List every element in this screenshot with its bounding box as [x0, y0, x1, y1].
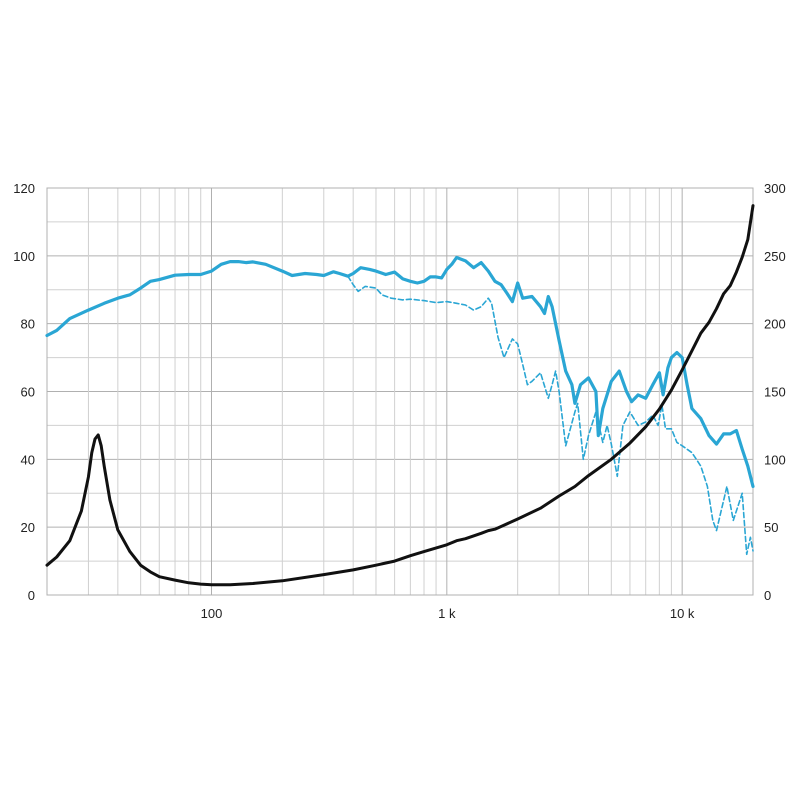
y-right-tick-label: 200: [764, 317, 786, 332]
y-right-tick-label: 150: [764, 385, 786, 400]
y-left-tick-label: 80: [21, 317, 35, 332]
y-left-tick-label: 100: [13, 249, 35, 264]
y-right-tick-label: 300: [764, 181, 786, 196]
x-tick-label: 100: [201, 606, 223, 621]
y-right-tick-label: 250: [764, 249, 786, 264]
tick-label-layer: 0 20 40 60 80 100 120 0 50 100 150 200 250 300 100 1 k 1…: [13, 181, 785, 621]
grid-layer: [46, 187, 754, 596]
spl-on-axis-line: [45, 255, 755, 489]
spl-off-axis-line: [347, 275, 754, 556]
y-left-tick-label: 0: [28, 588, 35, 603]
impedance-line: [45, 204, 755, 587]
y-right-tick-label: 100: [764, 452, 786, 467]
y-left-tick-label: 40: [21, 452, 35, 467]
x-tick-label: 10 k: [670, 606, 695, 621]
y-left-tick-label: 120: [13, 181, 35, 196]
x-tick-label: 1 k: [438, 606, 456, 621]
series-layer: [45, 204, 755, 587]
y-left-tick-label: 20: [21, 520, 35, 535]
y-right-tick-label: 0: [764, 588, 771, 603]
plot-frame: [46, 187, 754, 596]
y-right-tick-label: 50: [764, 520, 778, 535]
y-left-tick-label: 60: [21, 385, 35, 400]
